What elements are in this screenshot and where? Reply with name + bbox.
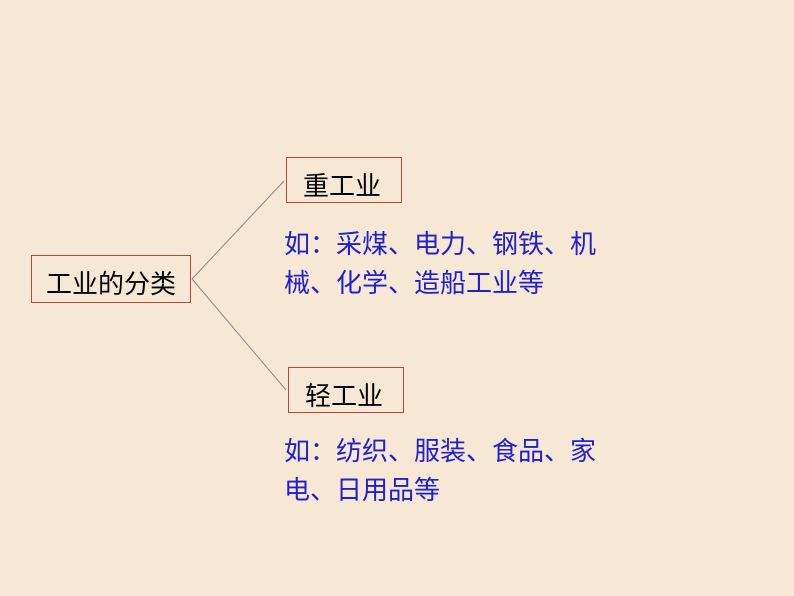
child-node-heavy: 重工业 [286, 157, 402, 203]
child-node-light: 轻工业 [288, 367, 404, 413]
root-label: 工业的分类 [46, 270, 176, 299]
desc-heavy: 如：采煤、电力、钢铁、机械、化学、造船工业等 [284, 225, 624, 303]
desc-light: 如：纺织、服装、食品、家电、日用品等 [284, 432, 624, 510]
desc-text-heavy: 如：采煤、电力、钢铁、机械、化学、造船工业等 [284, 230, 596, 298]
desc-text-light: 如：纺织、服装、食品、家电、日用品等 [284, 437, 596, 505]
child-label-heavy: 重工业 [303, 172, 381, 201]
child-label-light: 轻工业 [305, 382, 383, 411]
root-node: 工业的分类 [31, 255, 191, 303]
